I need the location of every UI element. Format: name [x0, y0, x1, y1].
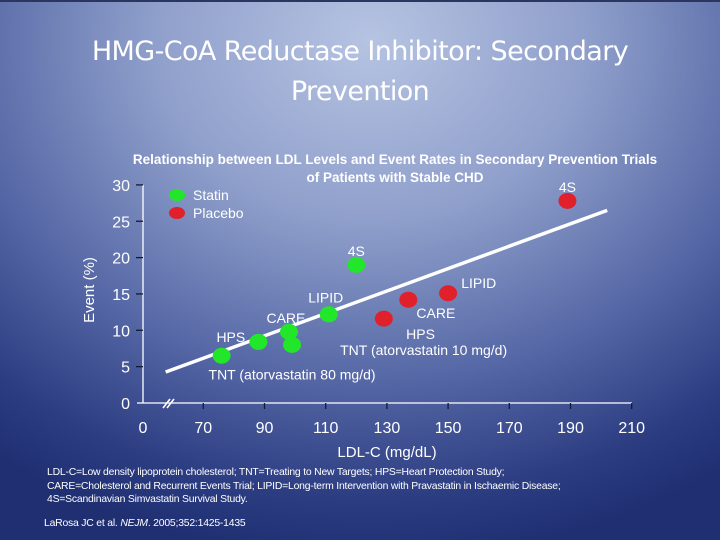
- x-tick-label: 0: [139, 420, 148, 437]
- statin-point: [279, 323, 298, 340]
- statin-point: [212, 347, 231, 364]
- point-annotation: LIPID: [308, 290, 343, 306]
- y-tick-label: 30: [112, 178, 130, 195]
- footnote: LDL-C=Low density lipoprotein cholestero…: [47, 466, 707, 507]
- point-annotation: TNT (atorvastatin 10 mg/d): [340, 342, 507, 358]
- statin-point: [283, 336, 302, 353]
- trend-line: [165, 208, 608, 374]
- data-points: [212, 192, 577, 364]
- x-tick-label: 210: [618, 420, 645, 437]
- chart-title-line2: of Patients with Stable CHD: [306, 170, 484, 185]
- chart-title: Relationship between LDL Levels and Even…: [70, 151, 720, 187]
- x-axis-break-mark: [162, 398, 171, 409]
- footnote-line1: LDL-C=Low density lipoprotein cholestero…: [47, 467, 505, 478]
- point-annotation: TNT (atorvastatin 80 mg/d): [209, 367, 376, 383]
- point-annotation: 4S: [559, 179, 576, 195]
- y-tick-label: 15: [112, 287, 130, 304]
- point-annotation: HPS: [406, 326, 435, 342]
- trend-line-group: [165, 208, 608, 374]
- x-tick-label: 110: [313, 420, 339, 437]
- x-tick-label: 70: [194, 420, 212, 437]
- point-annotation: 4S: [348, 243, 365, 259]
- statin-point: [249, 333, 268, 350]
- statin-point: [347, 256, 366, 273]
- placebo-point: [439, 285, 458, 302]
- point-annotation: CARE: [416, 305, 455, 321]
- placebo-point: [374, 310, 393, 327]
- legend-marker-statin: [169, 189, 185, 201]
- x-tick-label: 130: [374, 420, 401, 437]
- placebo-point: [399, 291, 418, 308]
- legend-label-placebo: Placebo: [193, 205, 244, 221]
- legend-marker-placebo: [169, 207, 185, 219]
- axes: 0 5 10 15 20 25 30 0 70 90 110 130 150 170 190 210: [112, 178, 645, 437]
- citation: LaRosa JC et al. NEJM. 2005;352:1425-143…: [44, 518, 246, 529]
- slide-title-line2: Prevention: [290, 76, 430, 107]
- legend: Statin Placebo: [169, 187, 244, 221]
- x-axis-label: LDL-C (mg/dL): [337, 444, 436, 461]
- slide-title-line1: HMG-CoA Reductase Inhibitor: Secondary: [91, 36, 629, 67]
- footnote-line2: CARE=Cholesterol and Recurrent Events Tr…: [47, 480, 561, 492]
- y-tick-label: 20: [112, 251, 130, 268]
- y-axis-label: Event (%): [81, 257, 98, 323]
- x-tick-label: 170: [496, 420, 523, 437]
- y-tick-label: 25: [112, 214, 130, 231]
- point-annotation: CARE: [266, 310, 305, 326]
- citation-details: . 2005;352:1425-1435: [147, 518, 246, 529]
- placebo-point: [558, 192, 577, 209]
- x-tick-label: 190: [557, 420, 584, 437]
- slide-top-border: [0, 0, 720, 2]
- statin-point: [319, 306, 338, 323]
- y-tick-label: 5: [121, 360, 130, 377]
- citation-journal: NEJM: [120, 518, 148, 529]
- slide-title: HMG-CoA Reductase Inhibitor: Secondary P…: [0, 32, 720, 112]
- x-tick-label: 90: [256, 420, 274, 437]
- point-annotation: LIPID: [461, 275, 496, 291]
- y-tick-label: 10: [112, 323, 130, 340]
- x-axis-break-mark: [166, 398, 175, 409]
- citation-authors: LaRosa JC et al.: [44, 518, 121, 529]
- x-tick-label: 150: [435, 420, 462, 437]
- legend-label-statin: Statin: [193, 187, 229, 203]
- chart-title-line1: Relationship between LDL Levels and Even…: [132, 152, 658, 167]
- point-annotation: HPS: [216, 329, 245, 345]
- y-tick-label: 0: [121, 396, 130, 413]
- footnote-line3: 4S=Scandinavian Simvastatin Survival Stu…: [47, 494, 248, 505]
